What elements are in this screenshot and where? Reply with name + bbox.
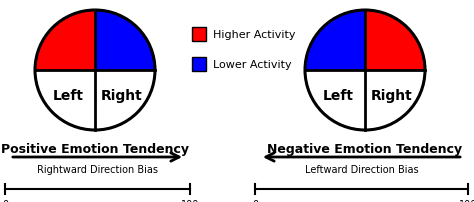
Text: Right: Right (371, 89, 413, 103)
Wedge shape (95, 11, 155, 71)
Text: Rightward Direction Bias: Rightward Direction Bias (37, 164, 158, 174)
Text: Positive Emotion Tendency: Positive Emotion Tendency (1, 142, 189, 155)
Text: Right: Right (101, 89, 143, 103)
Bar (192, 28, 206, 42)
Wedge shape (35, 71, 155, 130)
Text: Lower Activity: Lower Activity (213, 60, 292, 70)
Text: Leftward Direction Bias: Leftward Direction Bias (305, 164, 419, 174)
Text: 0: 0 (252, 199, 258, 202)
Text: Negative Emotion Tendency: Negative Emotion Tendency (267, 142, 463, 155)
Text: 0: 0 (2, 199, 8, 202)
Text: 100: 100 (459, 199, 474, 202)
Text: Left: Left (322, 89, 354, 103)
Wedge shape (305, 71, 425, 130)
Bar (192, 58, 206, 72)
Text: Left: Left (53, 89, 83, 103)
Wedge shape (365, 11, 425, 71)
Text: 100: 100 (181, 199, 199, 202)
Wedge shape (35, 11, 95, 71)
Wedge shape (305, 11, 365, 71)
Text: Higher Activity: Higher Activity (213, 30, 295, 40)
